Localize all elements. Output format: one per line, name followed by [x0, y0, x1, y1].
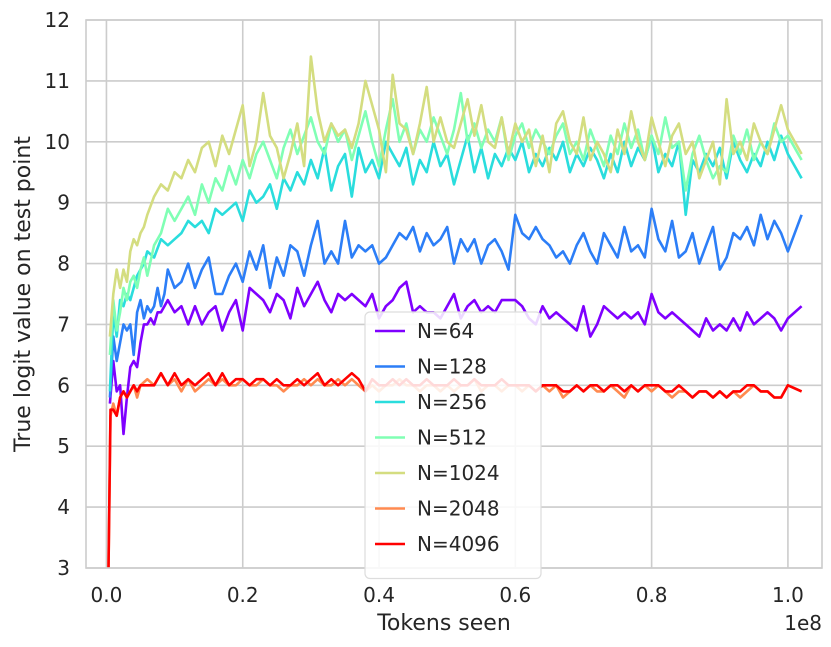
- x-tick-label: 1.0: [772, 583, 804, 607]
- legend-entry-label: N=4096: [417, 532, 500, 556]
- tick-labels: 3 4 5 6 7 8 9 10 11 12 0.0 0.2 0.4 0.6 0.8 1.0: [45, 8, 804, 607]
- legend-entry-label: N=2048: [417, 497, 500, 521]
- y-tick-label: 10: [45, 130, 70, 154]
- legend-entry-label: N=64: [417, 319, 474, 343]
- legend-entry-label: N=256: [417, 390, 487, 414]
- legend-entry-label: N=128: [417, 355, 487, 379]
- x-tick-label: 0.8: [636, 583, 668, 607]
- y-tick-label: 8: [57, 252, 70, 276]
- legend-entry-label: N=1024: [417, 461, 500, 485]
- y-tick-label: 12: [45, 8, 70, 32]
- series-line-n-1024: [108, 55, 803, 337]
- y-tick-label: 5: [57, 434, 70, 458]
- x-tick-label: 0.2: [227, 583, 259, 607]
- x-tick-label: 0.4: [363, 583, 395, 607]
- y-tick-label: 6: [57, 373, 70, 397]
- x-tick-label: 0.0: [91, 583, 123, 607]
- series-line-n-128: [108, 207, 803, 398]
- y-tick-label: 4: [57, 495, 70, 519]
- series-line-n-512: [108, 91, 803, 355]
- legend-entry-label: N=512: [417, 426, 487, 450]
- legend: N=64 N=128 N=256 N=512 N=1024 N=2048 N=4096: [364, 311, 542, 580]
- y-tick-label: 9: [57, 191, 70, 215]
- x-axis-offset-label: 1e8: [784, 611, 822, 635]
- legend-box: [364, 311, 542, 580]
- series-line-n-64: [108, 280, 803, 436]
- y-tick-label: 3: [57, 556, 70, 580]
- y-tick-label: 11: [45, 69, 70, 93]
- x-tick-label: 0.6: [499, 583, 531, 607]
- y-tick-label: 7: [57, 312, 70, 336]
- x-axis-label: Tokens seen: [376, 611, 511, 636]
- y-axis-label: True logit value on test point: [11, 136, 36, 453]
